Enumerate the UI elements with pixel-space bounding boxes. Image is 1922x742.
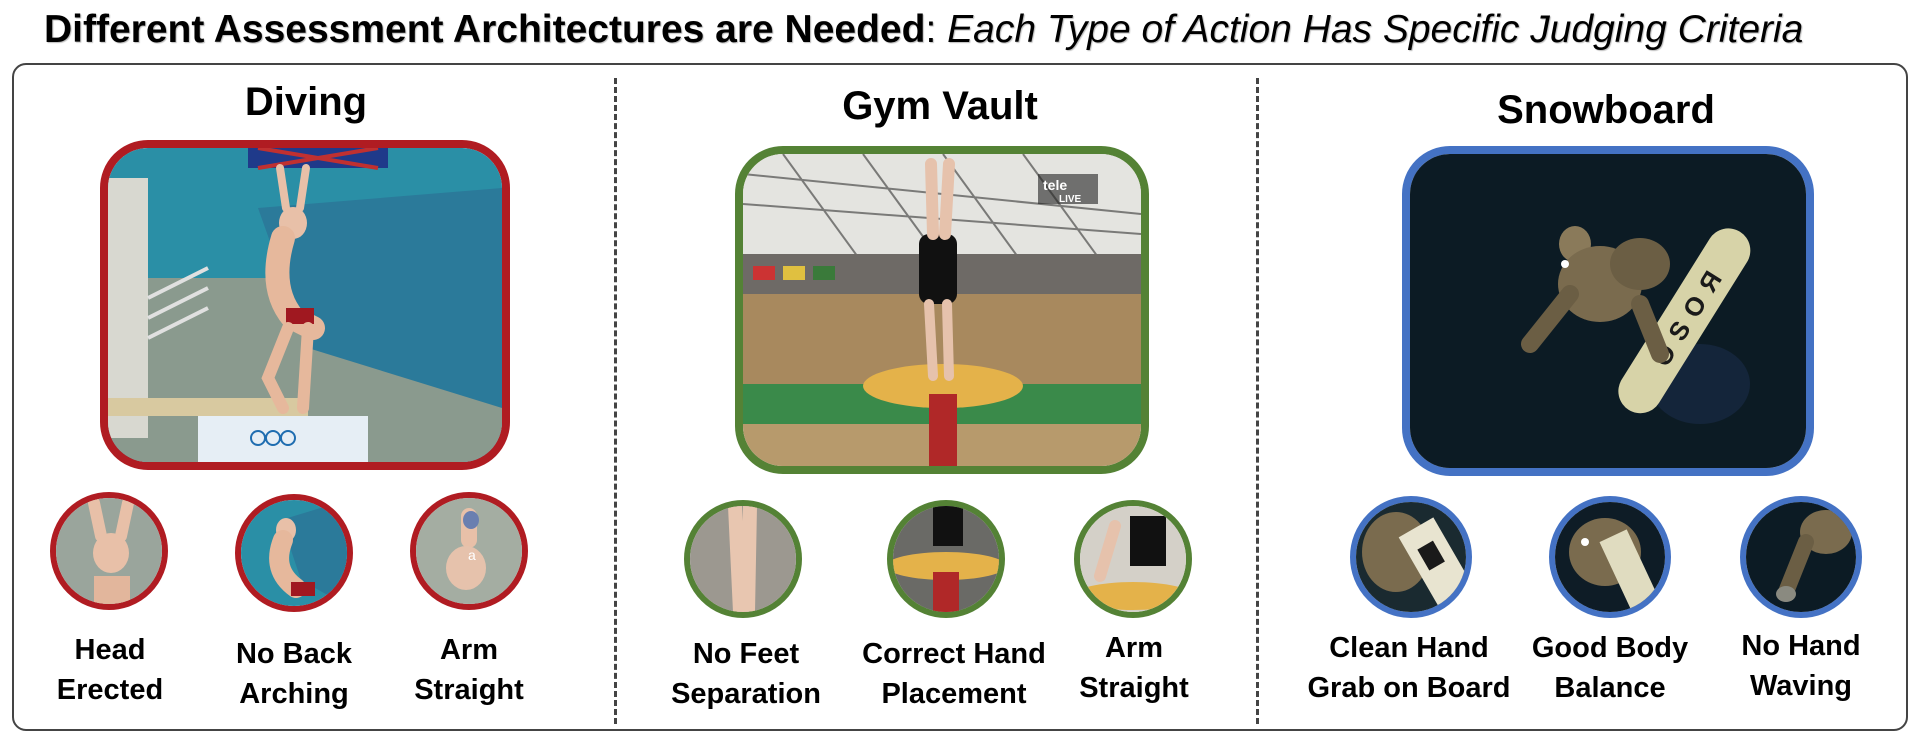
- vault-broadcast-live: LIVE: [1059, 194, 1082, 205]
- section-divider-1: [614, 78, 617, 724]
- title-bold: Different Assessment Architectures are N…: [44, 8, 926, 51]
- criterion-line1: Arm: [1104, 632, 1163, 664]
- section-divider-2: [1256, 78, 1259, 724]
- criterion-clean-hand-grab: Clean Hand Grab on Board: [1294, 628, 1524, 708]
- diving-thumb-letter: a: [468, 547, 476, 563]
- criterion-line2: Balance: [1554, 672, 1666, 704]
- criterion-correct-hand-placement: Correct Hand Placement: [844, 634, 1064, 714]
- criterion-line2: Straight: [1079, 672, 1189, 704]
- snowboard-thumb-balance: [1549, 496, 1671, 618]
- section-title-gym-vault: Gym Vault: [842, 84, 1038, 128]
- criterion-line1: Good Body: [1531, 632, 1689, 664]
- diving-thumb-back: [235, 494, 353, 612]
- gym-vault-main-image: tele LIVE: [735, 146, 1149, 474]
- vault-thumb-hand: [887, 500, 1005, 618]
- snowboard-main-image: OSOЯ: [1402, 146, 1814, 476]
- criterion-line2: Erected: [56, 674, 164, 706]
- criterion-line1: Correct Hand: [862, 638, 1046, 670]
- criterion-line2: Grab on Board: [1307, 672, 1511, 704]
- criterion-no-hand-waving: No Hand Waving: [1691, 626, 1911, 706]
- criterion-arm-straight-vault: Arm Straight: [1024, 628, 1244, 708]
- criterion-line1: Head: [74, 634, 146, 666]
- criterion-head-erected: Head Erected: [0, 630, 220, 710]
- criterion-line1: Clean Hand: [1329, 632, 1489, 664]
- content-frame: [12, 63, 1908, 731]
- figure-title: Different Assessment Architectures are N…: [44, 6, 1803, 54]
- snowboard-thumb-hand: [1740, 496, 1862, 618]
- section-title-snowboard: Snowboard: [1497, 88, 1715, 132]
- criterion-line2: Straight: [414, 674, 524, 706]
- criterion-line1: Arm: [439, 634, 498, 666]
- criterion-line2: Waving: [1749, 670, 1853, 702]
- diving-thumb-head: [50, 492, 168, 610]
- criterion-line1: No Hand: [1741, 630, 1861, 662]
- vault-broadcast-logo: tele: [1043, 177, 1067, 193]
- diving-main-image: [100, 140, 510, 470]
- criterion-no-back-arching: No Back Arching: [184, 634, 404, 714]
- criterion-line2: Placement: [881, 678, 1027, 710]
- criterion-good-body-balance: Good Body Balance: [1500, 628, 1720, 708]
- criterion-line1: No Back: [235, 638, 353, 670]
- criterion-line2: Arching: [239, 678, 349, 710]
- criterion-arm-straight-diving: Arm Straight: [359, 630, 579, 710]
- title-italic: Each Type of Action Has Specific Judging…: [947, 8, 1804, 51]
- diving-thumb-arm: a: [410, 492, 528, 610]
- title-separator: :: [925, 8, 937, 51]
- section-title-diving: Diving: [244, 80, 368, 124]
- criterion-line2: Separation: [671, 678, 821, 710]
- criterion-line1: No Feet: [692, 638, 800, 670]
- vault-thumb-feet: [684, 500, 802, 618]
- vault-thumb-arm: [1074, 500, 1192, 618]
- snowboard-thumb-grab: [1350, 496, 1472, 618]
- criterion-no-feet-separation: No Feet Separation: [636, 634, 856, 714]
